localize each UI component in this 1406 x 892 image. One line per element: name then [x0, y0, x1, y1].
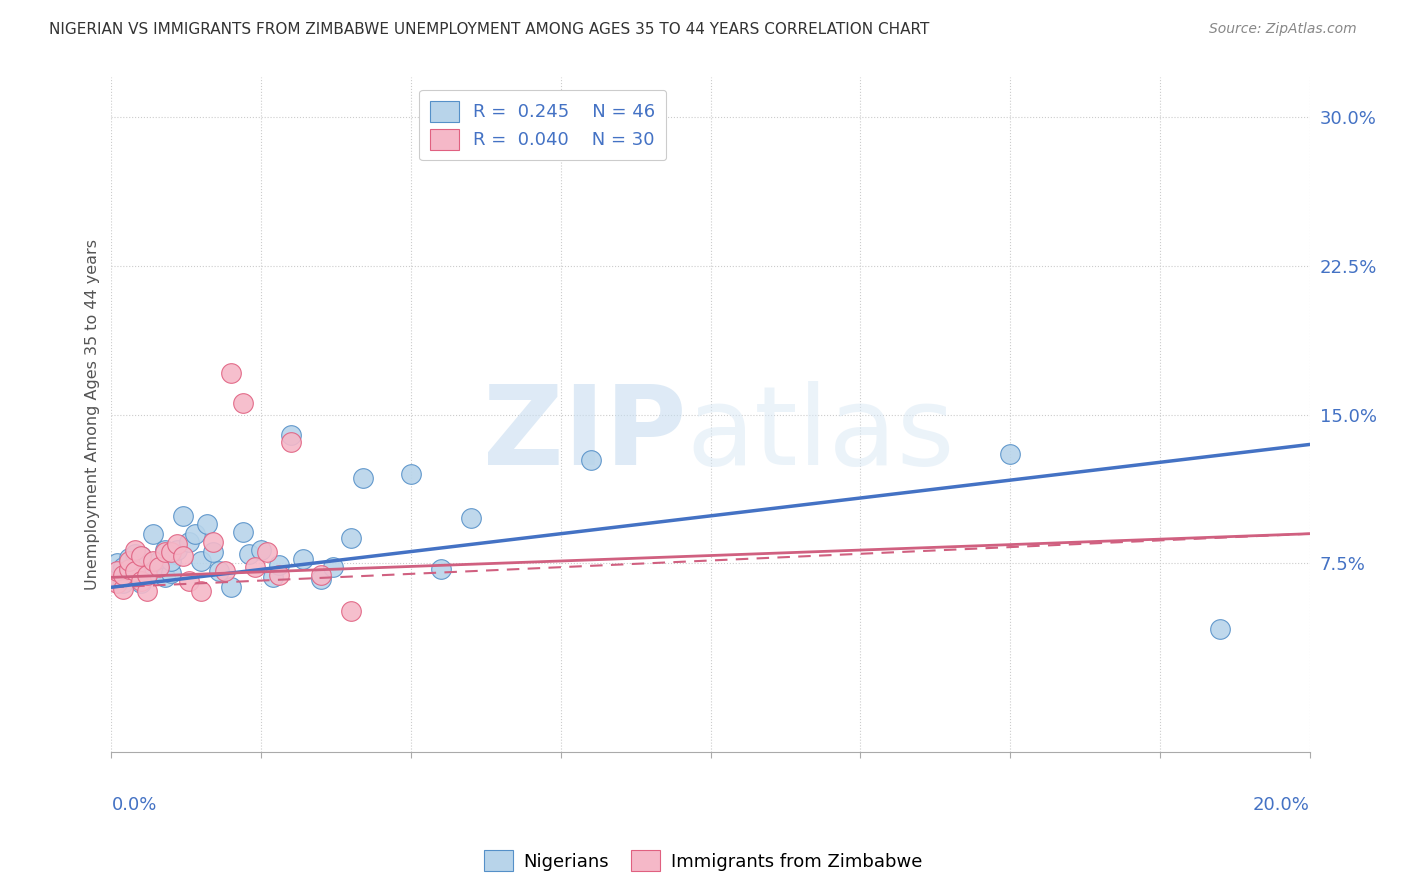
Point — [118, 562, 141, 576]
Point — [118, 554, 141, 568]
Point — [131, 549, 153, 563]
Point — [142, 554, 165, 568]
Point — [579, 453, 602, 467]
Point — [352, 471, 374, 485]
Point — [292, 552, 315, 566]
Point — [112, 568, 135, 582]
Point — [280, 427, 302, 442]
Point — [172, 508, 194, 523]
Point — [166, 542, 188, 557]
Point — [136, 568, 159, 582]
Text: NIGERIAN VS IMMIGRANTS FROM ZIMBABWE UNEMPLOYMENT AMONG AGES 35 TO 44 YEARS CORR: NIGERIAN VS IMMIGRANTS FROM ZIMBABWE UNE… — [49, 22, 929, 37]
Point — [160, 544, 183, 558]
Point — [269, 568, 291, 582]
Point — [155, 542, 177, 557]
Point — [190, 584, 212, 599]
Point — [238, 547, 260, 561]
Point — [124, 565, 146, 579]
Point — [269, 558, 291, 573]
Point — [190, 554, 212, 568]
Point — [172, 549, 194, 563]
Point — [124, 542, 146, 557]
Text: 0.0%: 0.0% — [111, 796, 157, 814]
Point — [131, 576, 153, 591]
Point — [131, 574, 153, 589]
Point — [124, 547, 146, 561]
Point — [107, 565, 129, 579]
Point — [340, 531, 363, 545]
Point — [118, 550, 141, 565]
Point — [148, 560, 170, 574]
Point — [322, 560, 344, 574]
Point — [399, 467, 422, 482]
Point — [160, 566, 183, 581]
Point — [179, 574, 201, 589]
Point — [136, 584, 159, 599]
Point — [460, 511, 482, 525]
Point — [280, 435, 302, 450]
Point — [219, 580, 242, 594]
Point — [142, 565, 165, 579]
Point — [256, 544, 278, 558]
Point — [166, 536, 188, 550]
Point — [160, 554, 183, 568]
Point — [112, 576, 135, 591]
Point — [1000, 447, 1022, 461]
Point — [112, 582, 135, 597]
Point — [195, 516, 218, 531]
Point — [202, 544, 225, 558]
Y-axis label: Unemployment Among Ages 35 to 44 years: Unemployment Among Ages 35 to 44 years — [86, 239, 100, 591]
Point — [262, 570, 284, 584]
Point — [155, 544, 177, 558]
Point — [202, 534, 225, 549]
Point — [609, 110, 631, 124]
Point — [142, 526, 165, 541]
Point — [136, 558, 159, 573]
Point — [219, 366, 242, 380]
Point — [107, 576, 129, 591]
Legend: R =  0.245    N = 46, R =  0.040    N = 30: R = 0.245 N = 46, R = 0.040 N = 30 — [419, 90, 666, 161]
Point — [107, 570, 129, 584]
Point — [245, 560, 267, 574]
Point — [1209, 622, 1232, 636]
Text: atlas: atlas — [686, 382, 955, 489]
Point — [340, 604, 363, 618]
Point — [309, 568, 332, 582]
Point — [232, 524, 254, 539]
Text: Source: ZipAtlas.com: Source: ZipAtlas.com — [1209, 22, 1357, 37]
Point — [155, 570, 177, 584]
Point — [124, 565, 146, 579]
Text: ZIP: ZIP — [484, 382, 686, 489]
Point — [131, 549, 153, 563]
Text: 20.0%: 20.0% — [1253, 796, 1310, 814]
Point — [430, 562, 453, 576]
Point — [148, 554, 170, 568]
Point — [112, 560, 135, 574]
Point — [250, 542, 273, 557]
Point — [208, 565, 231, 579]
Legend: Nigerians, Immigrants from Zimbabwe: Nigerians, Immigrants from Zimbabwe — [477, 843, 929, 879]
Point — [309, 572, 332, 586]
Point — [107, 557, 129, 571]
Point — [118, 562, 141, 576]
Point — [136, 568, 159, 582]
Point — [179, 534, 201, 549]
Point — [214, 565, 236, 579]
Point — [232, 396, 254, 410]
Point — [184, 526, 207, 541]
